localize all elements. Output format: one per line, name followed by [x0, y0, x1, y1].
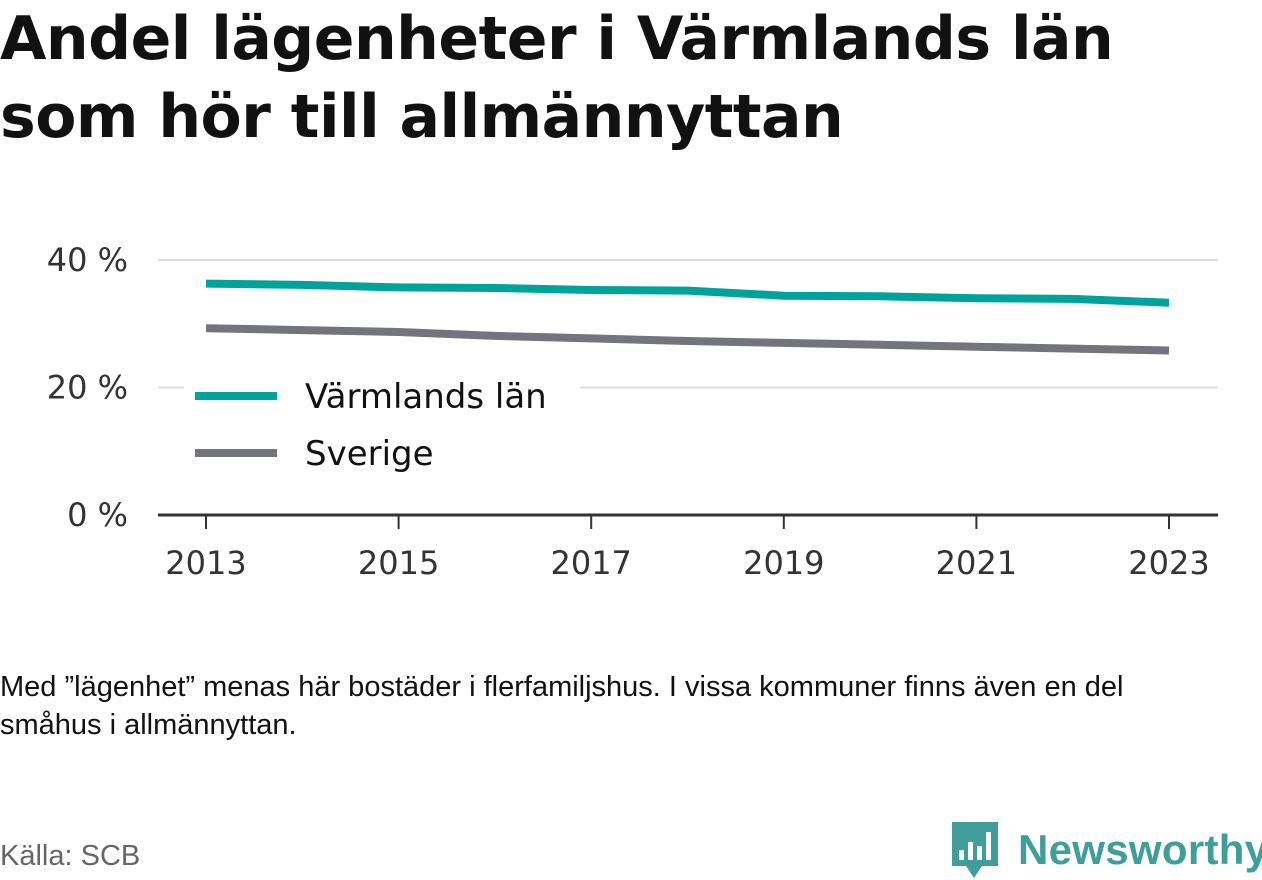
y-tick-label: 20 %: [47, 369, 128, 407]
line-chart: 2013 2015 2017 2019 2021 2023 0 % 20 % 40 % Vär…: [47, 241, 1218, 582]
x-tick-label: 2023: [1128, 544, 1209, 582]
legend: Värmlands län Sverige: [184, 366, 580, 480]
series-line: [205, 279, 1170, 307]
chart-title: Andel lägenheter i Värmlands län som hör…: [0, 4, 1114, 152]
x-tick-label: 2017: [550, 544, 631, 582]
brand-name: Newsworthy: [1018, 826, 1262, 873]
x-axis: 2013 2015 2017 2019 2021 2023: [158, 513, 1218, 582]
newsworthy-logo-icon: [952, 822, 998, 878]
series-line: [205, 324, 1170, 355]
legend-label: Sverige: [305, 434, 434, 474]
y-axis-tick-labels: 0 % 20 % 40 %: [47, 241, 128, 534]
newsworthy-logo: Newsworthy: [950, 820, 1262, 880]
x-tick-label: 2019: [743, 544, 824, 582]
y-tick-label: 40 %: [47, 241, 128, 279]
x-tick-label: 2021: [936, 544, 1017, 582]
x-tick-label: 2013: [165, 544, 246, 582]
series-lines: [205, 279, 1170, 355]
legend-background: [184, 366, 580, 480]
x-tick-label: 2015: [358, 544, 439, 582]
source-label: Källa: SCB: [0, 840, 141, 872]
footnote: Med ”lägenhet” menas här bostäder i fler…: [0, 671, 1124, 741]
legend-label: Värmlands län: [305, 377, 547, 417]
y-tick-label: 0 %: [67, 496, 128, 534]
